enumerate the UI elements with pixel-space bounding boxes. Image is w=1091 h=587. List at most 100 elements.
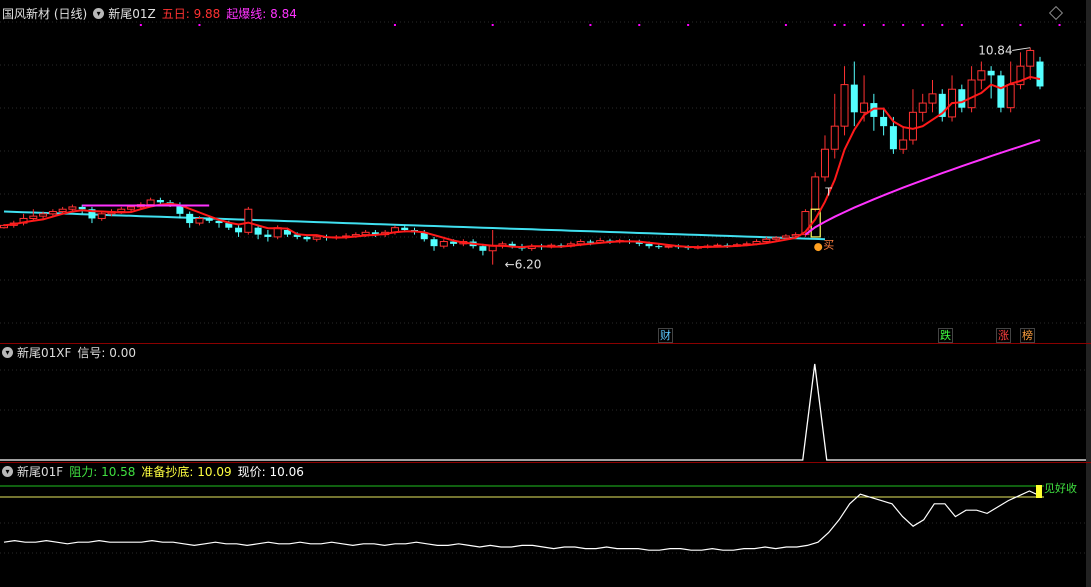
candle-body xyxy=(254,227,262,235)
candle-body xyxy=(97,213,106,219)
high-price-label: 10.84 xyxy=(978,43,1012,57)
signal-dot xyxy=(882,24,885,26)
candle-body xyxy=(39,213,48,217)
ma5-line xyxy=(3,75,1041,249)
candle-body xyxy=(977,70,986,81)
main-chart-svg: 10.84 ←6.20 T 买 xyxy=(0,21,1086,324)
ma5-label: 五日: 9.88 xyxy=(161,6,221,21)
candle-body xyxy=(655,246,663,248)
candle-body xyxy=(58,208,67,213)
candle-body xyxy=(860,102,869,113)
candle-body xyxy=(195,217,204,224)
candle-body xyxy=(1006,84,1015,109)
candle-body xyxy=(488,245,497,252)
chevron-down-icon[interactable]: ▾ xyxy=(2,346,13,358)
f-chart-svg xyxy=(0,485,1086,554)
f-right-text: 见好收 xyxy=(1044,482,1077,495)
signal-line xyxy=(0,363,1086,461)
signal-dot xyxy=(902,24,905,26)
candle-body xyxy=(830,125,839,150)
candle-body xyxy=(29,215,38,219)
candle-body xyxy=(312,236,321,240)
candle-body xyxy=(215,220,223,224)
stock-title: 国风新材 (日线) xyxy=(2,6,88,21)
candle-body xyxy=(880,116,888,127)
tag-die[interactable]: 跌 xyxy=(938,328,953,343)
candle-body xyxy=(908,111,917,141)
signal-dot xyxy=(139,24,142,26)
signal-dot xyxy=(1019,24,1022,26)
candle-body xyxy=(928,93,937,104)
signal-label: 信号: 0.00 xyxy=(77,345,136,360)
candle-body xyxy=(176,204,184,214)
candle-body xyxy=(850,84,858,113)
separator-1 xyxy=(0,343,1091,344)
chevron-down-icon[interactable]: ▾ xyxy=(93,7,105,19)
candle-body xyxy=(508,243,516,247)
t-marker: T xyxy=(824,185,832,198)
candle-body xyxy=(811,176,820,210)
signal-dot xyxy=(1058,24,1061,26)
candle-body xyxy=(225,223,233,228)
candle-body xyxy=(283,230,291,235)
candle-body xyxy=(401,227,409,230)
candle-body xyxy=(840,84,849,127)
candle-body xyxy=(762,238,771,243)
candle-body xyxy=(127,206,136,210)
buy-marker: 买 xyxy=(823,238,834,251)
chevron-down-icon[interactable]: ▾ xyxy=(2,465,13,477)
candle-body xyxy=(439,241,448,247)
signal-dot xyxy=(393,24,396,26)
signal-chart-svg xyxy=(0,363,1086,461)
tag-bang[interactable]: 榜 xyxy=(1020,328,1035,343)
f-header: ▾ 新尾01F 阻力: 10.58 准备抄底: 10.09 现价: 10.06 xyxy=(2,463,310,479)
candle-body xyxy=(146,199,155,206)
f-indicator-name[interactable]: 新尾01F xyxy=(17,464,64,479)
qbx-label: 起爆线: 8.84 xyxy=(226,6,297,21)
signal-dot xyxy=(491,24,494,26)
signal-panel: ▾ 新尾01XF 信号: 0.00 xyxy=(0,344,1091,462)
candle-body xyxy=(88,209,96,219)
candle-body xyxy=(303,236,311,240)
candle-body xyxy=(361,231,370,236)
candle-body xyxy=(772,237,781,240)
signal-dot xyxy=(589,24,592,26)
high-pointer xyxy=(1012,47,1031,51)
candle-body xyxy=(899,139,908,150)
signal-indicator-name[interactable]: 新尾01XF xyxy=(17,345,72,360)
resist-label: 阻力: 10.58 xyxy=(69,464,136,479)
candle-body xyxy=(1016,65,1025,86)
signal-dot xyxy=(687,24,690,26)
tag-zhang[interactable]: 涨 xyxy=(996,328,1011,343)
candle-body xyxy=(645,243,653,247)
candle-body xyxy=(997,75,1005,108)
candle-body xyxy=(205,218,213,221)
signal-dot xyxy=(921,24,924,26)
f-value-line xyxy=(3,490,1041,551)
current-price-marker xyxy=(1036,485,1042,498)
candle-body xyxy=(781,235,790,239)
signal-dot xyxy=(843,24,846,26)
candle-body xyxy=(117,208,126,213)
candle-body xyxy=(264,234,272,237)
candle-body xyxy=(420,232,428,240)
tag-cai[interactable]: 财 xyxy=(658,328,673,343)
candle-body xyxy=(156,200,164,203)
candle-body xyxy=(244,208,253,233)
indicator-name[interactable]: 新尾01Z xyxy=(108,6,156,21)
candle-body xyxy=(1026,49,1035,67)
candle-body xyxy=(1036,61,1044,87)
qbx-line xyxy=(804,139,1041,236)
candle-body xyxy=(918,102,927,113)
candle-body xyxy=(576,241,585,245)
signal-dot xyxy=(638,24,641,26)
bottom-label: 准备抄底: 10.09 xyxy=(141,464,232,479)
signal-dot xyxy=(941,24,944,26)
scrollbar[interactable] xyxy=(1086,0,1091,587)
candle-body xyxy=(635,241,643,244)
candle-body xyxy=(78,206,86,210)
candle-body xyxy=(479,246,487,251)
main-chart-panel: 10.84 ←6.20 T 买 国风新材 (日线) ▾ 新尾01Z 五日: 9.88 … xyxy=(0,6,1086,343)
candle-body xyxy=(450,241,458,244)
candle-body xyxy=(958,89,966,108)
